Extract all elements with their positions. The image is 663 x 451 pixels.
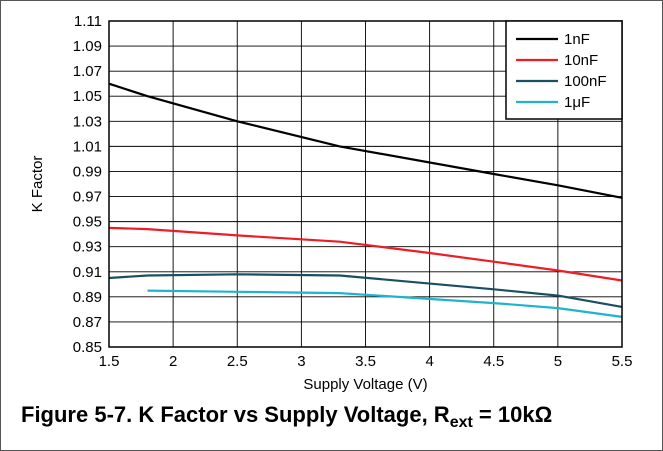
- y-tick-label: 0.99: [73, 163, 102, 180]
- legend: 1nF 10nF 100nF 1μF: [505, 20, 623, 120]
- series-line-2: [108, 273, 623, 308]
- x-tick-label: 4.5: [483, 353, 504, 370]
- tick-labels: 1.5 2 2.5 3 3.5 4 4.5 5 5.5 0.85 0.87 0.89 0.91 0.93 0…: [73, 13, 633, 370]
- x-tick-label: 3.5: [355, 353, 376, 370]
- series-line-0: [108, 82, 623, 199]
- x-tick-label: 5: [554, 353, 562, 370]
- k-factor-chart: 1.5 2 2.5 3 3.5 4 4.5 5 5.5 0.85 0.87 0.89 0.91 0.93 0…: [29, 13, 633, 393]
- x-tick-label: 3: [297, 353, 305, 370]
- y-tick-label: 1.03: [73, 113, 102, 130]
- y-tick-label: 0.95: [73, 214, 102, 231]
- series-line-1: [108, 226, 623, 282]
- y-tick-label: 0.97: [73, 189, 102, 206]
- y-tick-label: 1.09: [73, 38, 102, 55]
- y-tick-label: 1.01: [73, 138, 102, 155]
- x-axis-title: Supply Voltage (V): [303, 376, 427, 393]
- y-tick-label: 0.87: [73, 314, 102, 331]
- caption-tail: = 10kΩ: [472, 402, 553, 427]
- x-tick-label: 2: [169, 353, 177, 370]
- y-tick-label: 0.91: [73, 264, 102, 281]
- legend-label-0: 1nF: [564, 31, 590, 48]
- x-tick-label: 2.5: [227, 353, 248, 370]
- legend-label-1: 10nF: [564, 52, 598, 69]
- plot-border: [108, 20, 623, 348]
- y-tick-label: 1.11: [74, 13, 102, 30]
- x-tick-label: 4: [425, 353, 433, 370]
- series-lines: [108, 82, 623, 318]
- y-tick-label: 0.89: [73, 289, 102, 306]
- series-line-3: [147, 289, 623, 318]
- legend-label-3: 1μF: [564, 94, 590, 111]
- x-tick-label: 5.5: [612, 353, 633, 370]
- y-tick-label: 1.07: [73, 63, 102, 80]
- y-tick-label: 0.85: [73, 339, 102, 356]
- figure-caption: Figure 5-7. K Factor vs Supply Voltage, …: [21, 402, 661, 432]
- legend-box: [505, 20, 623, 120]
- y-tick-label: 1.05: [73, 88, 102, 105]
- x-tick-label: 1.5: [99, 353, 120, 370]
- y-axis-title: K Factor: [29, 156, 46, 213]
- legend-label-2: 100nF: [564, 73, 607, 90]
- caption-main: Figure 5-7. K Factor vs Supply Voltage, …: [21, 402, 450, 427]
- caption-subscript: ext: [449, 414, 473, 431]
- y-tick-label: 0.93: [73, 239, 102, 256]
